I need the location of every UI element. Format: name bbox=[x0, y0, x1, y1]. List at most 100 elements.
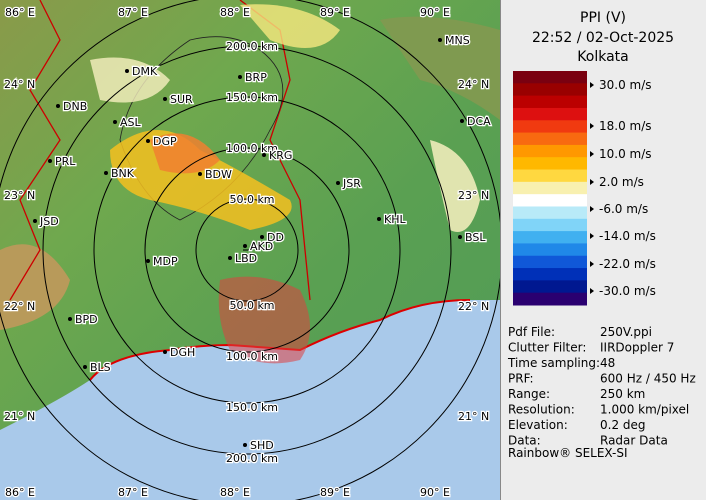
panel-divider bbox=[500, 0, 501, 500]
longitude-label: 89° E bbox=[320, 6, 350, 19]
city-marker bbox=[438, 38, 442, 42]
latitude-label: 23° N bbox=[458, 189, 489, 202]
latitude-label: 24° N bbox=[4, 78, 35, 91]
city-marker bbox=[113, 120, 117, 124]
ring-label: 100.0 km bbox=[226, 142, 278, 155]
color-band bbox=[513, 194, 587, 207]
title: PPI (V) bbox=[580, 10, 626, 26]
city-marker bbox=[260, 235, 264, 239]
city-label: BSL bbox=[465, 231, 486, 244]
location: Kolkata bbox=[577, 49, 628, 65]
info-key: Range: bbox=[508, 387, 550, 401]
legend-arrow bbox=[590, 233, 594, 239]
city-marker bbox=[228, 256, 232, 260]
color-band bbox=[513, 292, 587, 306]
legend-label: -14.0 m/s bbox=[599, 229, 656, 243]
info-key: Resolution: bbox=[508, 403, 575, 417]
info-value: 600 Hz / 450 Hz bbox=[600, 372, 696, 386]
city-marker bbox=[336, 181, 340, 185]
city-marker bbox=[163, 97, 167, 101]
legend-label: 10.0 m/s bbox=[599, 147, 652, 161]
info-key: Elevation: bbox=[508, 418, 568, 432]
city-label: DNB bbox=[63, 100, 87, 113]
range-ring bbox=[195, 198, 299, 302]
city-label: KHL bbox=[384, 213, 406, 226]
color-band bbox=[513, 218, 587, 232]
city-label: BNK bbox=[111, 167, 135, 180]
city-label: PRL bbox=[55, 155, 76, 168]
latitude-label: 22° N bbox=[458, 300, 489, 313]
city-label: LBD bbox=[235, 252, 257, 265]
longitude-label: 87° E bbox=[118, 486, 148, 499]
legend-arrow bbox=[590, 151, 594, 157]
color-band bbox=[513, 83, 587, 97]
city-marker bbox=[460, 119, 464, 123]
ring-label: 50.0 km bbox=[229, 193, 274, 206]
color-band bbox=[513, 120, 587, 134]
city-label: JSR bbox=[342, 177, 361, 190]
city-label: MNS bbox=[445, 34, 470, 47]
latitude-label: 22° N bbox=[4, 300, 35, 313]
city-label: DGP bbox=[153, 135, 177, 148]
color-band bbox=[513, 107, 587, 121]
echo-north bbox=[240, 4, 340, 49]
latitude-label: 23° N bbox=[4, 189, 35, 202]
legend-label: 2.0 m/s bbox=[599, 175, 644, 189]
longitude-label: 86° E bbox=[5, 486, 35, 499]
info-value: 250 km bbox=[600, 387, 645, 401]
info-value: IIRDoppler 7 bbox=[600, 341, 674, 355]
echo-orange bbox=[150, 133, 220, 174]
color-band bbox=[513, 243, 587, 257]
legend-arrow bbox=[590, 179, 594, 185]
city-marker bbox=[48, 159, 52, 163]
legend-arrow bbox=[590, 82, 594, 88]
color-band bbox=[513, 181, 587, 195]
longitude-label: 90° E bbox=[420, 486, 450, 499]
longitude-label: 89° E bbox=[320, 486, 350, 499]
legend-label: 18.0 m/s bbox=[599, 119, 652, 133]
city-marker bbox=[125, 69, 129, 73]
info-value: 1.000 km/pixel bbox=[600, 403, 689, 417]
latitude-label: 24° N bbox=[458, 78, 489, 91]
longitude-label: 87° E bbox=[118, 6, 148, 19]
range-ring bbox=[144, 147, 350, 353]
city-label: BRP bbox=[245, 71, 267, 84]
city-label: SHD bbox=[250, 439, 274, 452]
color-band bbox=[513, 132, 587, 146]
color-band bbox=[513, 169, 587, 183]
sea bbox=[0, 300, 500, 500]
map-labels: 200.0 km 150.0 km 100.0 km 50.0 km 50.0 km 10… bbox=[3, 5, 493, 500]
city-label: BDW bbox=[205, 168, 232, 181]
longitude-label: 86° E bbox=[5, 6, 35, 19]
city-label: DD bbox=[267, 231, 284, 244]
echo-east bbox=[430, 140, 480, 232]
legend-arrow bbox=[590, 206, 594, 212]
map bbox=[0, 0, 500, 500]
city-label: DGH bbox=[170, 346, 195, 359]
city-marker bbox=[238, 75, 242, 79]
legend-arrow bbox=[590, 123, 594, 129]
color-band bbox=[513, 71, 587, 84]
city-label: DMK bbox=[132, 65, 158, 78]
city-label: JSD bbox=[39, 215, 59, 228]
ring-label: 200.0 km bbox=[226, 452, 278, 465]
legend-label: -30.0 m/s bbox=[599, 284, 656, 298]
longitude-label: 90° E bbox=[420, 6, 450, 19]
city-marker bbox=[198, 172, 202, 176]
city-label: BLS bbox=[90, 361, 111, 374]
legend-arrow bbox=[590, 288, 594, 294]
city-marker bbox=[146, 139, 150, 143]
city-marker bbox=[163, 350, 167, 354]
ring-label: 100.0 km bbox=[226, 350, 278, 363]
color-band bbox=[513, 206, 587, 220]
info-key: Data: bbox=[508, 434, 541, 448]
city-marker bbox=[146, 259, 150, 263]
city-label: BPD bbox=[75, 313, 98, 326]
legend: 30.0 m/s 18.0 m/s 10.0 m/s 2.0 m/s -6.0 m/s -… bbox=[513, 71, 656, 306]
color-band bbox=[513, 231, 587, 244]
ring-label: 200.0 km bbox=[226, 40, 278, 53]
info-key: Time sampling: bbox=[507, 356, 600, 370]
color-band bbox=[513, 255, 587, 269]
